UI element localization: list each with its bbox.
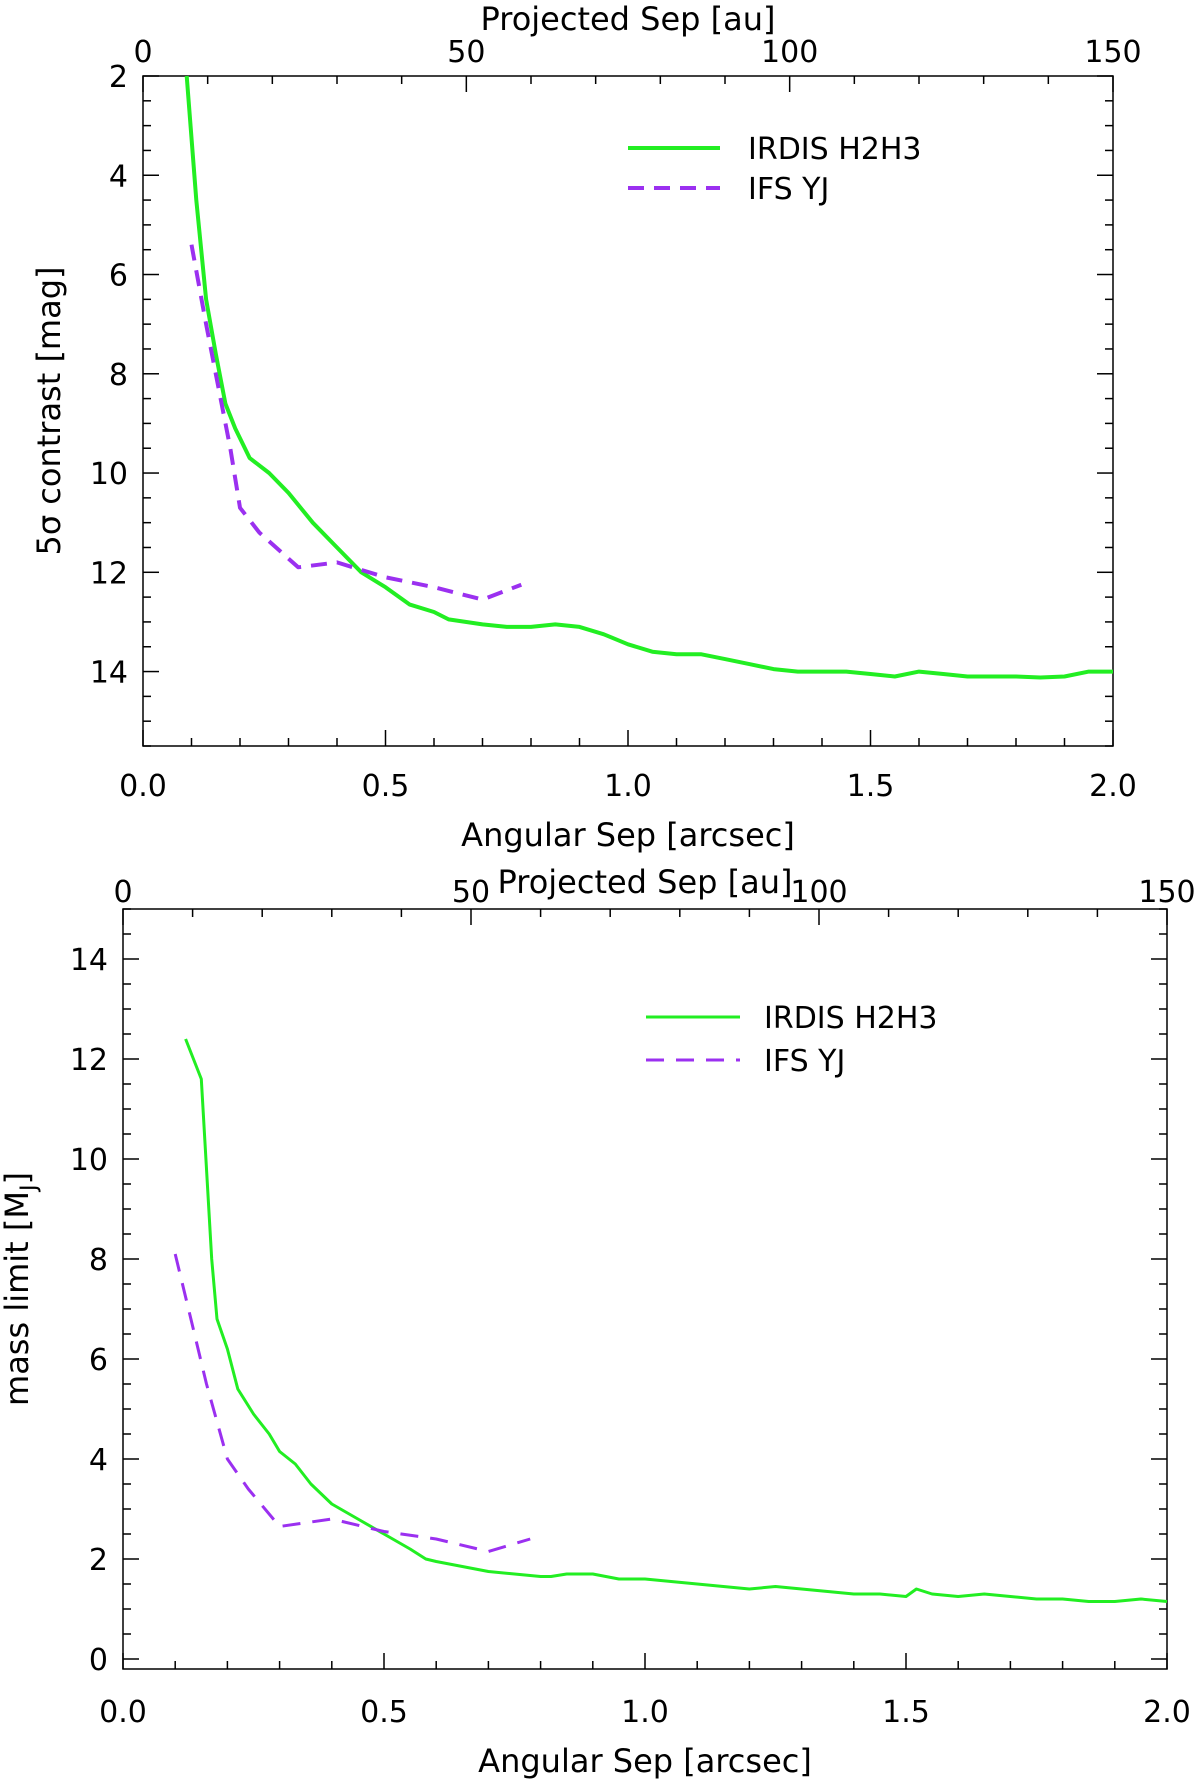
contrast-y-tick-label: 4	[109, 159, 128, 194]
mass-x-tick-label: 1.0	[621, 1695, 669, 1730]
contrast-y-tick-label: 2	[109, 60, 128, 95]
mass-top-tick-label: 0	[113, 875, 132, 910]
mass-y-tick-label: 14	[70, 943, 108, 978]
mass-top-tick-label: 150	[1138, 875, 1195, 910]
contrast-series-ifs-line	[189, 244, 523, 602]
mass-y-tick-label: 4	[89, 1443, 108, 1478]
mass-limit-panel: 0.0 0.5 1.0 1.5 2.0 0 50 100 150 0 2 4 6 8 10 12 14 Angul…	[0, 863, 1196, 1780]
mass-x-axis-label: Angular Sep [arcsec]	[478, 1742, 812, 1780]
contrast-x-axis-label: Angular Sep [arcsec]	[461, 816, 795, 854]
contrast-y-tick-label: 6	[109, 259, 128, 294]
mass-y-tick-label: 0	[89, 1643, 108, 1678]
mass-top-tick-label: 50	[452, 875, 490, 910]
contrast-y-tick-label: 14	[90, 656, 128, 691]
contrast-y-tick-label: 8	[109, 358, 128, 393]
mass-y-tick-label: 12	[70, 1043, 108, 1078]
mass-plot-frame	[122, 908, 1168, 1670]
mass-legend-label: IRDIS H2H3	[764, 1001, 938, 1036]
contrast-series-irdis-line	[184, 75, 1113, 680]
mass-series-ifs-line	[173, 1253, 531, 1553]
mass-y-axis-label: mass limit [MJ]	[0, 1172, 42, 1406]
contrast-y-tick-label: 12	[90, 556, 128, 591]
mass-y-tick-label: 8	[89, 1243, 108, 1278]
contrast-x-tick-label: 2.0	[1089, 769, 1137, 804]
contrast-y-tick-label: 10	[90, 457, 128, 492]
contrast-top-tick-label: 50	[447, 35, 485, 70]
mass-y-tick-label: 6	[89, 1343, 108, 1378]
mass-x-tick-label: 0.0	[99, 1695, 147, 1730]
contrast-x-tick-label: 0.0	[119, 769, 167, 804]
mass-x-tick-label: 1.5	[882, 1695, 930, 1730]
contrast-top-tick-label: 100	[761, 35, 818, 70]
contrast-x-tick-label: 1.5	[847, 769, 895, 804]
contrast-legend-label: IRDIS H2H3	[748, 132, 922, 167]
mass-top-axis-label: Projected Sep [au]	[498, 863, 793, 901]
mass-x-tick-label: 2.0	[1143, 1695, 1191, 1730]
contrast-panel: 0.0 0.5 1.0 1.5 2.0 0 50 100 150 2 4 6 8 10 12 14 Angula…	[30, 0, 1142, 854]
contrast-top-tick-label: 0	[133, 35, 152, 70]
contrast-x-tick-label: 0.5	[362, 769, 410, 804]
mass-top-tick-label: 100	[790, 875, 847, 910]
mass-y-tick-label: 2	[89, 1543, 108, 1578]
mass-legend-label: IFS YJ	[764, 1044, 845, 1079]
mass-x-tick-label: 0.5	[360, 1695, 408, 1730]
contrast-top-tick-label: 150	[1084, 35, 1141, 70]
contrast-y-axis-label: 5σ contrast [mag]	[30, 266, 68, 555]
contrast-top-axis-label: Projected Sep [au]	[481, 0, 776, 38]
contrast-legend-label: IFS YJ	[748, 172, 829, 207]
mass-series-irdis-line	[184, 1038, 1168, 1603]
mass-y-tick-label: 10	[70, 1143, 108, 1178]
contrast-x-tick-label: 1.0	[604, 769, 652, 804]
